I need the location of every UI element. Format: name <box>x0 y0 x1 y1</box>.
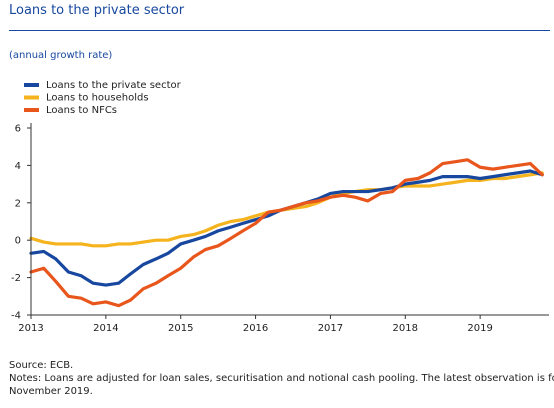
chart-footer: Source: ECB. Notes: Loans are adjusted f… <box>9 359 554 398</box>
legend-label-households: Loans to households <box>46 93 149 104</box>
series-layer <box>29 158 544 308</box>
chart-subtitle: (annual growth rate) <box>9 50 113 61</box>
x-tick-label: 2014 <box>93 323 118 334</box>
chart-title: Loans to the private sector <box>9 3 185 18</box>
legend-label-private-sector: Loans to the private sector <box>46 80 182 91</box>
y-tick-label: -2 <box>11 273 21 284</box>
y-tick-label: 2 <box>15 198 21 209</box>
source-note: Source: ECB. <box>9 360 74 371</box>
axes-layer: -4 -2 0 2 4 6 2013 2014 2015 2016 2017 2018 2019 <box>11 123 549 334</box>
x-tick-label: 2018 <box>393 323 418 334</box>
x-tick-label: 2015 <box>168 323 193 334</box>
y-tick-label: 0 <box>15 236 21 247</box>
line-chart: Loans to the private sector Loans to hous… <box>11 80 549 334</box>
notes-line-2: November 2019. <box>9 386 93 397</box>
y-tick-label: 6 <box>15 124 21 135</box>
title-divider <box>9 30 550 31</box>
series-line-private-sector <box>29 169 544 287</box>
x-tick-label: 2017 <box>318 323 343 334</box>
series-line-nfcs <box>29 158 544 308</box>
legend-label-nfcs: Loans to NFCs <box>46 105 117 116</box>
y-tick-label: 4 <box>15 161 21 172</box>
y-tick-label: -4 <box>11 311 21 322</box>
legend: Loans to the private sector Loans to hous… <box>24 80 182 116</box>
x-tick-label: 2019 <box>467 323 492 334</box>
notes-line-1: Notes: Loans are adjusted for loan sales… <box>9 373 554 384</box>
x-tick-label: 2013 <box>18 323 43 334</box>
x-tick-label: 2016 <box>243 323 268 334</box>
